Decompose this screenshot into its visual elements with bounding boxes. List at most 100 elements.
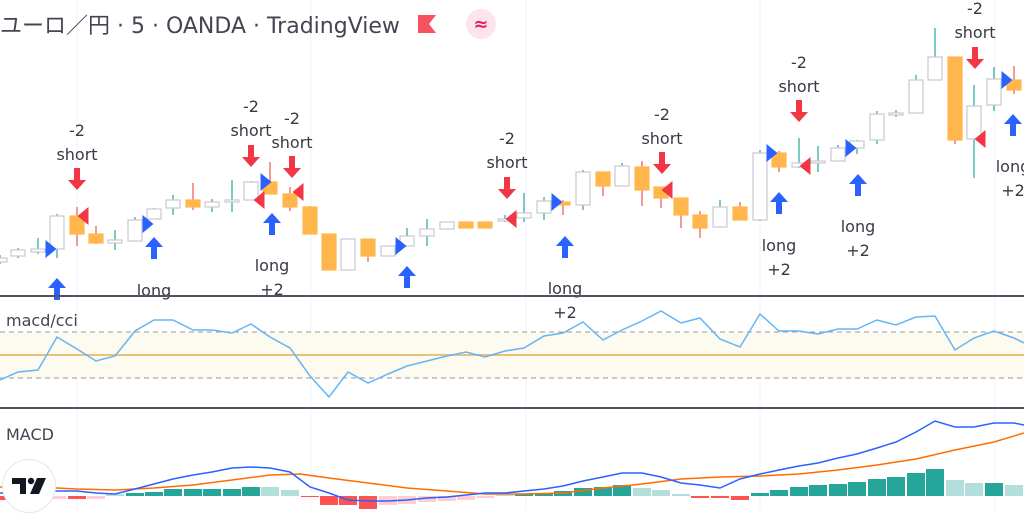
candle <box>88 226 104 244</box>
histogram-bar <box>438 496 456 501</box>
signal-label: -2 <box>967 0 983 18</box>
arrow-up-icon <box>770 192 788 214</box>
triangle-left-icon <box>799 157 811 175</box>
signal-label: -2 <box>499 129 515 148</box>
arrow-up-icon <box>849 174 867 196</box>
approx-wave-icon[interactable]: ≈ <box>465 9 496 39</box>
histogram-bar <box>320 496 338 505</box>
signal-label: -2 <box>791 53 807 72</box>
candle <box>165 195 181 215</box>
candle <box>360 238 376 262</box>
arrow-up-icon <box>398 266 416 288</box>
signal-label: long <box>841 217 876 236</box>
long-signal: long +2 <box>762 192 797 279</box>
candle <box>771 151 787 172</box>
triangle-left-icon <box>253 191 265 209</box>
cci-band <box>0 331 1024 379</box>
cci-line <box>0 310 1024 399</box>
histogram-bar <box>496 495 514 496</box>
arrow-up-icon <box>263 213 281 235</box>
triangle-right-icon <box>142 215 154 233</box>
signal-label: long <box>548 279 583 298</box>
histogram-bar <box>790 487 808 496</box>
arrow-up-icon <box>48 278 66 300</box>
candle <box>185 183 201 210</box>
signal-label: short <box>486 153 527 172</box>
arrow-down-icon <box>653 152 671 174</box>
signal-label: short <box>230 121 271 140</box>
candle <box>204 199 220 212</box>
macd-histogram <box>0 469 1023 509</box>
signal-label: long <box>137 281 172 300</box>
histogram-bar <box>633 488 651 496</box>
candle <box>810 146 826 172</box>
histogram-bar <box>203 489 221 496</box>
triangle-right-icon <box>395 237 407 255</box>
histogram-bar <box>731 496 749 500</box>
histogram-bar <box>418 496 436 502</box>
histogram-bar <box>126 493 144 496</box>
candle <box>0 255 8 264</box>
signal-label: short <box>778 77 819 96</box>
triangle-right-icon <box>845 139 857 157</box>
histogram-bar <box>476 496 494 498</box>
candle <box>439 221 455 230</box>
macd-lines <box>0 420 1024 502</box>
histogram-bar <box>985 483 1003 496</box>
signal-line <box>0 432 1024 495</box>
histogram-bar <box>868 479 886 496</box>
arrow-down-icon <box>790 100 808 122</box>
candle <box>536 197 552 220</box>
histogram-bar <box>184 489 202 496</box>
signal-label: +2 <box>846 241 870 260</box>
histogram-bar <box>301 496 319 497</box>
candle <box>575 170 591 210</box>
triangle-left-icon <box>974 130 986 148</box>
short-signal: -2 short <box>56 121 98 190</box>
histogram-bar <box>164 489 182 496</box>
histogram-bar <box>887 477 905 496</box>
signal-label: +2 <box>553 303 577 322</box>
histogram-bar <box>515 494 533 496</box>
long-signal <box>398 266 416 288</box>
candle <box>302 206 318 235</box>
candle <box>477 221 493 229</box>
histogram-bar <box>261 487 279 496</box>
arrow-down-icon <box>966 47 984 69</box>
signal-label: long <box>996 157 1024 176</box>
candle <box>516 193 532 222</box>
histogram-bar <box>848 482 866 496</box>
candle <box>888 110 904 117</box>
triangle-right-icon <box>1001 71 1013 89</box>
arrow-down-icon <box>498 177 516 199</box>
arrow-up-icon <box>556 236 574 258</box>
signal-label: long <box>762 236 797 255</box>
signal-label: short <box>271 133 312 152</box>
signal-label: short <box>954 23 995 42</box>
long-signal <box>48 278 66 300</box>
chart-title: ユーロ／円 · 5 · OANDA · TradingView <box>0 14 400 39</box>
long-signal: long <box>137 237 172 300</box>
short-signal: -2 short <box>271 109 313 178</box>
candle <box>732 202 748 221</box>
short-signal: -2 short <box>486 129 528 199</box>
arrow-down-icon <box>68 168 86 190</box>
histogram-bar <box>242 487 260 496</box>
signal-label: +2 <box>767 260 791 279</box>
tradingview-logo-icon[interactable] <box>2 459 56 513</box>
candle <box>69 207 85 246</box>
histogram-bar <box>829 484 847 496</box>
flag-icon[interactable] <box>417 15 436 33</box>
candle <box>927 28 943 81</box>
histogram-bar <box>145 492 163 496</box>
histogram-bar <box>1005 485 1023 496</box>
candle <box>634 161 650 206</box>
triangle-right-icon <box>766 144 778 162</box>
candle <box>321 233 337 271</box>
histogram-bar <box>48 496 66 499</box>
arrow-down-icon <box>283 156 301 178</box>
histogram-bar <box>223 489 241 496</box>
candle <box>107 230 123 250</box>
candle <box>30 238 46 254</box>
